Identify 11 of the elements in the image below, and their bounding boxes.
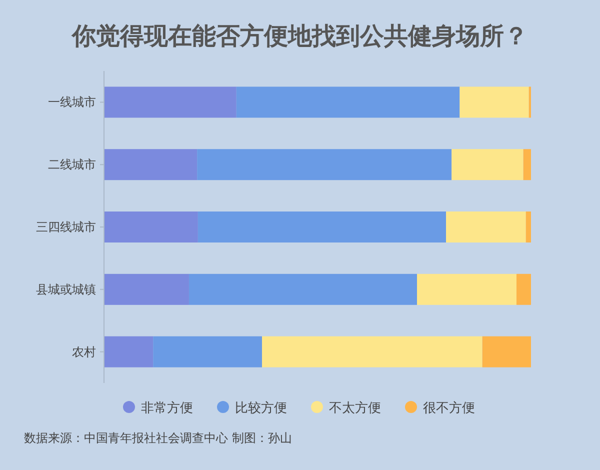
y-tick-label: 二线城市 xyxy=(48,158,96,172)
y-tick-label: 一线城市 xyxy=(48,95,96,110)
legend-label: 很不方便 xyxy=(423,400,475,416)
legend-label: 非常方便 xyxy=(141,400,193,416)
chart-title: 你觉得现在能否方便地找到公共健身场所？ xyxy=(71,22,528,50)
legend-label: 不太方便 xyxy=(329,400,381,416)
y-tick-label: 农村 xyxy=(72,344,96,359)
legend-label: 比较方便 xyxy=(235,400,287,416)
y-tick-label: 三四线城市 xyxy=(36,220,96,234)
source-note: 数据来源：中国青年报社社会调查中心 制图：孙山 xyxy=(24,431,292,445)
y-tick-label: 县城或城镇 xyxy=(36,282,96,296)
